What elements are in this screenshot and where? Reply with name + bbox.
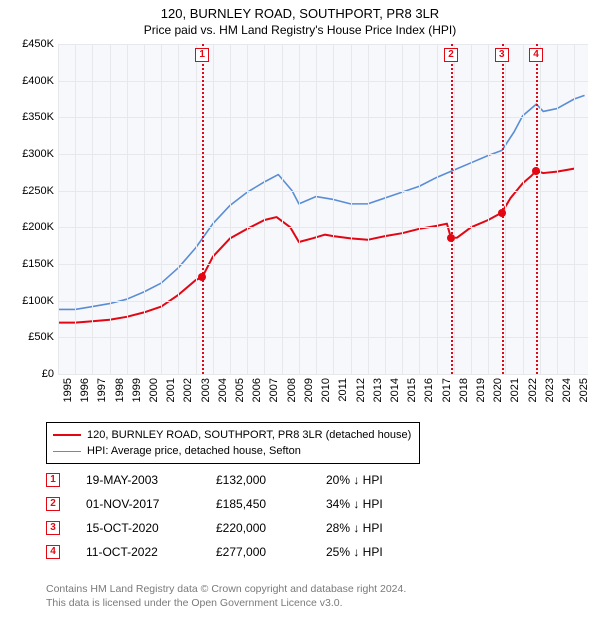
- y-axis-tick-label: £350K: [10, 111, 54, 123]
- x-axis-tick-label: 2001: [165, 378, 177, 402]
- x-axis-tick-label: 2014: [389, 378, 401, 402]
- transaction-price: £185,450: [216, 497, 326, 511]
- x-axis-tick-label: 2013: [372, 378, 384, 402]
- y-axis-tick-label: £300K: [10, 148, 54, 160]
- chart-container: 1 2 3 4 £0 £50K £100K £150K £200K £250K £300K £350…: [10, 44, 588, 404]
- x-axis-tick-label: 2006: [251, 378, 263, 402]
- y-axis-tick-label: £250K: [10, 185, 54, 197]
- x-axis-tick-label: 2016: [423, 378, 435, 402]
- transaction-date: 11-OCT-2022: [86, 545, 216, 559]
- x-axis-tick-label: 2009: [303, 378, 315, 402]
- x-axis-tick-label: 1997: [96, 378, 108, 402]
- transaction-row: 3 15-OCT-2020 £220,000 28% ↓ HPI: [46, 516, 416, 540]
- event-marker-1: 1: [195, 48, 209, 62]
- x-axis-tick-label: 2017: [441, 378, 453, 402]
- plot-area: 1 2 3 4: [58, 44, 588, 374]
- footer-line2: This data is licensed under the Open Gov…: [46, 596, 406, 610]
- x-axis-tick-label: 2025: [578, 378, 590, 402]
- sale-dot-3: [498, 209, 506, 217]
- transaction-row: 2 01-NOV-2017 £185,450 34% ↓ HPI: [46, 492, 416, 516]
- x-axis-tick-label: 1999: [131, 378, 143, 402]
- legend-row-property: 120, BURNLEY ROAD, SOUTHPORT, PR8 3LR (d…: [53, 427, 411, 443]
- y-axis-tick-label: £150K: [10, 258, 54, 270]
- x-axis-tick-label: 2005: [234, 378, 246, 402]
- x-axis-tick-label: 2011: [337, 378, 349, 402]
- x-axis-tick-label: 1996: [79, 378, 91, 402]
- sale-dot-4: [532, 167, 540, 175]
- x-axis-tick-label: 2002: [182, 378, 194, 402]
- x-axis-tick-label: 2010: [320, 378, 332, 402]
- x-axis-tick-label: 2020: [492, 378, 504, 402]
- transaction-row: 1 19-MAY-2003 £132,000 20% ↓ HPI: [46, 468, 416, 492]
- footer-line1: Contains HM Land Registry data © Crown c…: [46, 582, 406, 596]
- x-axis-tick-label: 2022: [527, 378, 539, 402]
- x-axis-tick-label: 1995: [62, 378, 74, 402]
- y-axis-tick-label: £450K: [10, 38, 54, 50]
- sale-dot-2: [447, 234, 455, 242]
- y-axis-tick-label: £400K: [10, 75, 54, 87]
- event-marker-4: 4: [529, 48, 543, 62]
- transaction-price: £220,000: [216, 521, 326, 535]
- transaction-marker-1: 1: [46, 473, 60, 487]
- transaction-marker-4: 4: [46, 545, 60, 559]
- transaction-price: £132,000: [216, 473, 326, 487]
- legend-label-hpi: HPI: Average price, detached house, Seft…: [87, 445, 301, 457]
- transaction-marker-2: 2: [46, 497, 60, 511]
- transaction-diff: 34% ↓ HPI: [326, 497, 416, 511]
- y-axis-tick-label: £100K: [10, 295, 54, 307]
- event-line-4: [536, 44, 538, 374]
- x-axis-tick-label: 2003: [200, 378, 212, 402]
- transaction-marker-3: 3: [46, 521, 60, 535]
- x-axis-tick-label: 1998: [114, 378, 126, 402]
- sale-dot-1: [198, 273, 206, 281]
- x-axis-tick-label: 2000: [148, 378, 160, 402]
- legend-row-hpi: HPI: Average price, detached house, Seft…: [53, 443, 411, 459]
- transaction-diff: 28% ↓ HPI: [326, 521, 416, 535]
- event-marker-3: 3: [495, 48, 509, 62]
- event-marker-2: 2: [444, 48, 458, 62]
- transaction-date: 19-MAY-2003: [86, 473, 216, 487]
- transaction-date: 15-OCT-2020: [86, 521, 216, 535]
- footer-attribution: Contains HM Land Registry data © Crown c…: [46, 582, 406, 610]
- x-axis-tick-label: 2018: [458, 378, 470, 402]
- chart-title-subtitle: Price paid vs. HM Land Registry's House …: [0, 23, 600, 37]
- x-axis-tick-label: 2012: [355, 378, 367, 402]
- legend-label-property: 120, BURNLEY ROAD, SOUTHPORT, PR8 3LR (d…: [87, 429, 411, 441]
- x-axis-tick-label: 2021: [509, 378, 521, 402]
- y-axis-tick-label: £0: [10, 368, 54, 380]
- transaction-row: 4 11-OCT-2022 £277,000 25% ↓ HPI: [46, 540, 416, 564]
- chart-title-block: 120, BURNLEY ROAD, SOUTHPORT, PR8 3LR Pr…: [0, 0, 600, 39]
- transaction-price: £277,000: [216, 545, 326, 559]
- event-line-1: [202, 44, 204, 374]
- plot-svg: [58, 44, 588, 374]
- transaction-diff: 25% ↓ HPI: [326, 545, 416, 559]
- transaction-date: 01-NOV-2017: [86, 497, 216, 511]
- transaction-diff: 20% ↓ HPI: [326, 473, 416, 487]
- transactions-table: 1 19-MAY-2003 £132,000 20% ↓ HPI 2 01-NO…: [46, 468, 416, 564]
- legend-swatch-hpi: [53, 451, 81, 452]
- event-line-2: [451, 44, 453, 374]
- chart-title-address: 120, BURNLEY ROAD, SOUTHPORT, PR8 3LR: [0, 6, 600, 21]
- legend: 120, BURNLEY ROAD, SOUTHPORT, PR8 3LR (d…: [46, 422, 420, 464]
- x-axis-tick-label: 2024: [561, 378, 573, 402]
- y-axis-tick-label: £50K: [10, 331, 54, 343]
- x-axis-tick-label: 2023: [544, 378, 556, 402]
- x-axis-tick-label: 2004: [217, 378, 229, 402]
- x-axis-tick-label: 2019: [475, 378, 487, 402]
- x-axis-tick-label: 2008: [286, 378, 298, 402]
- legend-swatch-property: [53, 434, 81, 436]
- x-axis-tick-label: 2007: [268, 378, 280, 402]
- y-axis-tick-label: £200K: [10, 221, 54, 233]
- x-axis-tick-label: 2015: [406, 378, 418, 402]
